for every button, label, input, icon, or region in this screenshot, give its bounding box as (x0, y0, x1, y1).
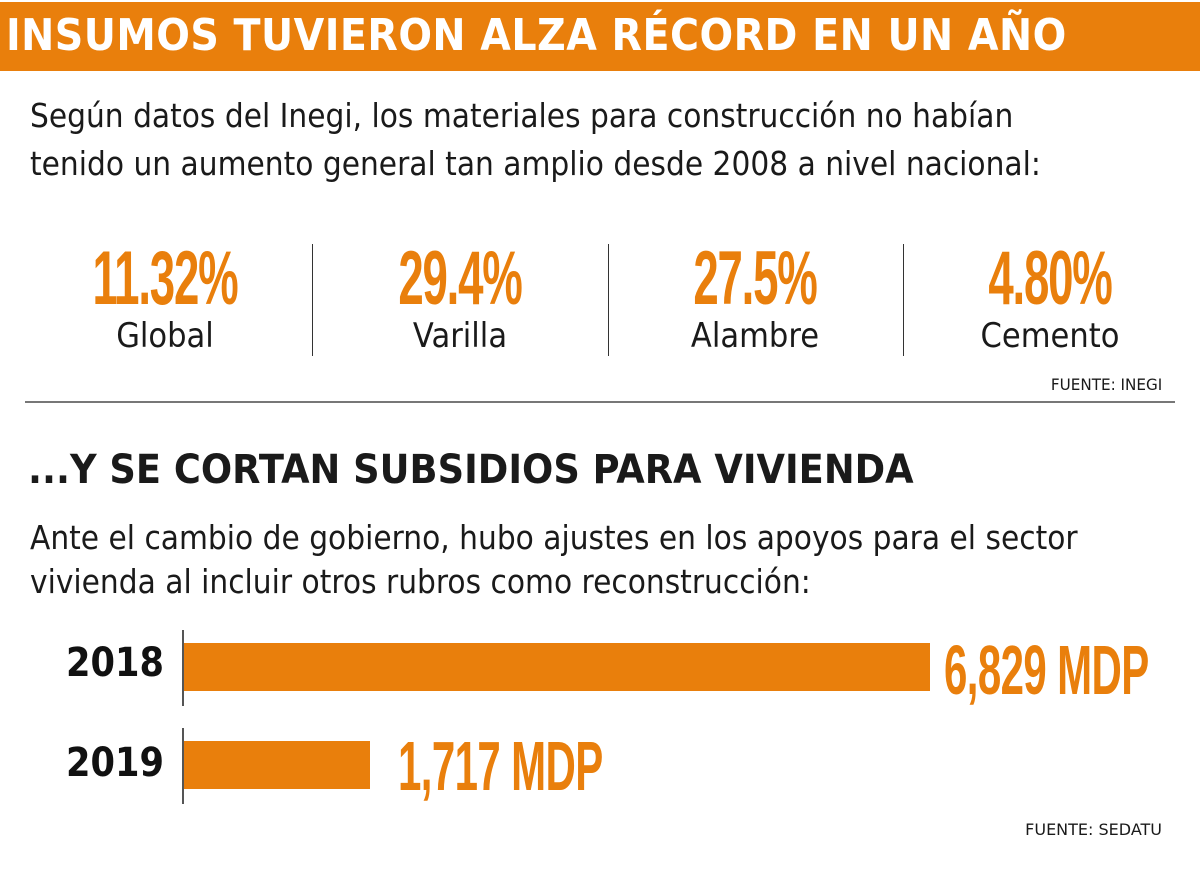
stat-varilla: 29.4% Varilla (315, 236, 605, 357)
section-intro: Ante el cambio de gobierno, hubo ajustes… (30, 516, 1078, 604)
source-sedatu: FUENTE: SEDATU (1025, 820, 1162, 839)
stat-value: 11.32% (92, 236, 239, 321)
year-label-2019: 2019 (66, 740, 164, 786)
intro-line-2: tenido un aumento general tan amplio des… (30, 144, 1041, 183)
stat-label: Global (116, 316, 214, 356)
divider (608, 244, 609, 356)
section-title: ...Y SE CORTAN SUBSIDIOS PARA VIVIENDA (28, 447, 914, 493)
year-label-2018: 2018 (66, 640, 164, 686)
bar-2019 (184, 741, 370, 789)
stat-cemento: 4.80% Cemento (905, 236, 1195, 357)
stat-alambre: 27.5% Alambre (610, 236, 900, 357)
bar-value-2019: 1,717 MDP (398, 727, 603, 805)
section-divider (25, 401, 1175, 403)
bar-value-2018: 6,829 MDP (944, 631, 1149, 709)
bar-2018 (184, 643, 930, 691)
stat-label: Cemento (980, 316, 1120, 356)
stat-label: Alambre (690, 316, 820, 356)
section-intro-line-2: vivienda al incluir otros rubros como re… (30, 562, 811, 601)
stat-label: Varilla (412, 316, 508, 356)
stat-global: 11.32% Global (20, 236, 310, 357)
bar-axis (182, 630, 184, 706)
stat-value: 27.5% (693, 236, 818, 321)
page-title: INSUMOS TUVIERON ALZA RÉCORD EN UN AÑO (6, 10, 1067, 61)
title-banner: INSUMOS TUVIERON ALZA RÉCORD EN UN AÑO (0, 2, 1200, 71)
stat-value: 4.80% (988, 236, 1113, 321)
stat-value: 29.4% (398, 236, 523, 321)
intro-text: Según datos del Inegi, los materiales pa… (30, 92, 1065, 188)
divider (312, 244, 313, 356)
divider (903, 244, 904, 356)
section-intro-line-1: Ante el cambio de gobierno, hubo ajustes… (30, 518, 1078, 557)
intro-line-1: Según datos del Inegi, los materiales pa… (30, 96, 1014, 135)
bar-axis (182, 728, 184, 804)
stats-row: 11.32% Global 29.4% Varilla 27.5% Alambr… (20, 240, 1180, 360)
source-inegi: FUENTE: INEGI (1050, 375, 1162, 394)
